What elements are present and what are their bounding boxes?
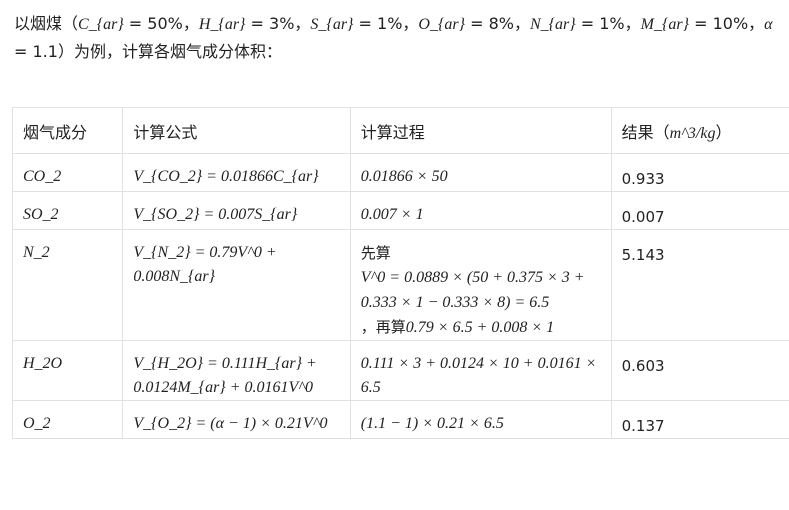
cell-component: SO_2 [11, 191, 124, 230]
cell-result: 0.603 [610, 340, 789, 401]
param-o: O_{ar} [418, 16, 465, 33]
cell-process: 0.01866 × 50 [349, 153, 612, 192]
value-c: = 50%， [123, 14, 199, 33]
process-pre: 先算 [360, 244, 391, 262]
param-h: H_{ar} [198, 16, 246, 33]
process-post: 0.79 × 6.5 + 0.008 × 1 [405, 319, 555, 336]
param-s: S_{ar} [310, 16, 354, 33]
cell-component: O_2 [11, 400, 124, 439]
header-result: 结果（m^3/kg） [610, 107, 789, 154]
table-row: SO_2 V_{SO_2} = 0.007S_{ar} 0.007 × 1 0.… [11, 191, 789, 230]
header-result-label: 结果（ [621, 122, 670, 142]
process-mid: ，再算 [360, 318, 406, 336]
table-row: O_2 V_{O_2} = (α − 1) × 0.21V^0 (1.1 − 1… [11, 400, 789, 439]
cell-result: 0.933 [610, 153, 789, 192]
cell-result: 0.137 [610, 400, 789, 439]
cell-formula: V_{SO_2} = 0.007S_{ar} [122, 191, 351, 230]
cell-formula: V_{N_2} = 0.79V^0 + 0.008N_{ar} [122, 229, 351, 341]
header-process: 计算过程 [349, 107, 612, 154]
cell-process: (1.1 − 1) × 0.21 × 6.5 [349, 400, 612, 439]
flue-gas-table: 烟气成分 计算公式 计算过程 结果（m^3/kg） CO_2 V_{CO_2} … [11, 107, 789, 439]
cell-process: 先算 V^0 = 0.0889 × (50 + 0.375 × 3 + 0.333… [349, 229, 612, 341]
intro-prefix: 以烟煤（ [14, 14, 79, 33]
param-n: N_{ar} [529, 16, 576, 33]
value-s: = 1%， [353, 14, 419, 33]
cell-component: H_2O [11, 340, 124, 401]
header-component: 烟气成分 [11, 107, 124, 154]
param-alpha: α [764, 16, 773, 33]
value-o: = 8%， [465, 14, 530, 33]
value-m: = 10%， [689, 14, 765, 33]
header-formula: 计算公式 [122, 107, 351, 154]
header-result-unit: m^3/kg [669, 124, 716, 142]
cell-formula: V_{O_2} = (α − 1) × 0.21V^0 [122, 400, 351, 439]
cell-formula: V_{H_2O} = 0.111H_{ar} + 0.0124M_{ar} + … [122, 340, 351, 401]
value-h: = 3%， [245, 14, 311, 33]
value-n: = 1%， [575, 14, 641, 33]
cell-process: 0.007 × 1 [349, 191, 612, 230]
cell-component: CO_2 [11, 153, 124, 192]
header-result-close: ） [715, 122, 732, 142]
cell-formula: V_{CO_2} = 0.01866C_{ar} [122, 153, 351, 192]
cell-process: 0.111 × 3 + 0.0124 × 10 + 0.0161 × 6.5 [349, 340, 612, 401]
cell-result: 0.007 [610, 191, 789, 230]
table-row: H_2O V_{H_2O} = 0.111H_{ar} + 0.0124M_{a… [11, 340, 789, 401]
cell-result: 5.143 [610, 229, 789, 341]
param-c: C_{ar} [78, 16, 124, 33]
cell-component: N_2 [11, 229, 124, 341]
value-alpha: = 1.1）为例，计算各烟气成分体积： [14, 42, 282, 61]
intro-text: 以烟煤（C_{ar} = 50%，H_{ar} = 3%，S_{ar} = 1%… [14, 10, 774, 65]
process-v0: V^0 = 0.0889 × (50 + 0.375 × 3 + 0.333 ×… [360, 269, 585, 311]
table-row: N_2 V_{N_2} = 0.79V^0 + 0.008N_{ar} 先算 V^… [11, 229, 789, 341]
table-header: 烟气成分 计算公式 计算过程 结果（m^3/kg） [11, 107, 789, 154]
table-row: CO_2 V_{CO_2} = 0.01866C_{ar} 0.01866 × … [11, 153, 789, 192]
param-m: M_{ar} [640, 16, 689, 33]
